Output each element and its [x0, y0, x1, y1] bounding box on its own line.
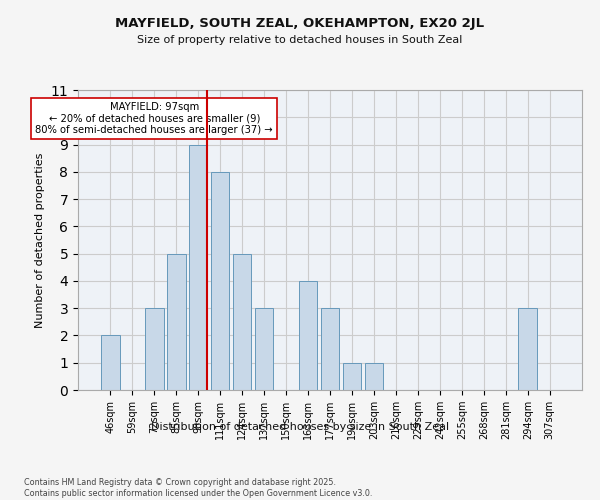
Bar	[211, 172, 229, 390]
Bar	[145, 308, 164, 390]
Y-axis label: Number of detached properties: Number of detached properties	[35, 152, 45, 328]
Text: MAYFIELD: 97sqm
← 20% of detached houses are smaller (9)
80% of semi-detached ho: MAYFIELD: 97sqm ← 20% of detached houses…	[35, 102, 273, 136]
Bar	[255, 308, 274, 390]
Text: Distribution of detached houses by size in South Zeal: Distribution of detached houses by size …	[151, 422, 449, 432]
Bar	[320, 308, 340, 390]
Text: Size of property relative to detached houses in South Zeal: Size of property relative to detached ho…	[137, 35, 463, 45]
Bar	[365, 362, 383, 390]
Bar	[518, 308, 537, 390]
Bar	[167, 254, 185, 390]
Bar	[343, 362, 361, 390]
Bar	[189, 144, 208, 390]
Text: MAYFIELD, SOUTH ZEAL, OKEHAMPTON, EX20 2JL: MAYFIELD, SOUTH ZEAL, OKEHAMPTON, EX20 2…	[115, 18, 485, 30]
Bar	[233, 254, 251, 390]
Bar	[299, 281, 317, 390]
Bar	[101, 336, 119, 390]
Text: Contains HM Land Registry data © Crown copyright and database right 2025.
Contai: Contains HM Land Registry data © Crown c…	[24, 478, 373, 498]
